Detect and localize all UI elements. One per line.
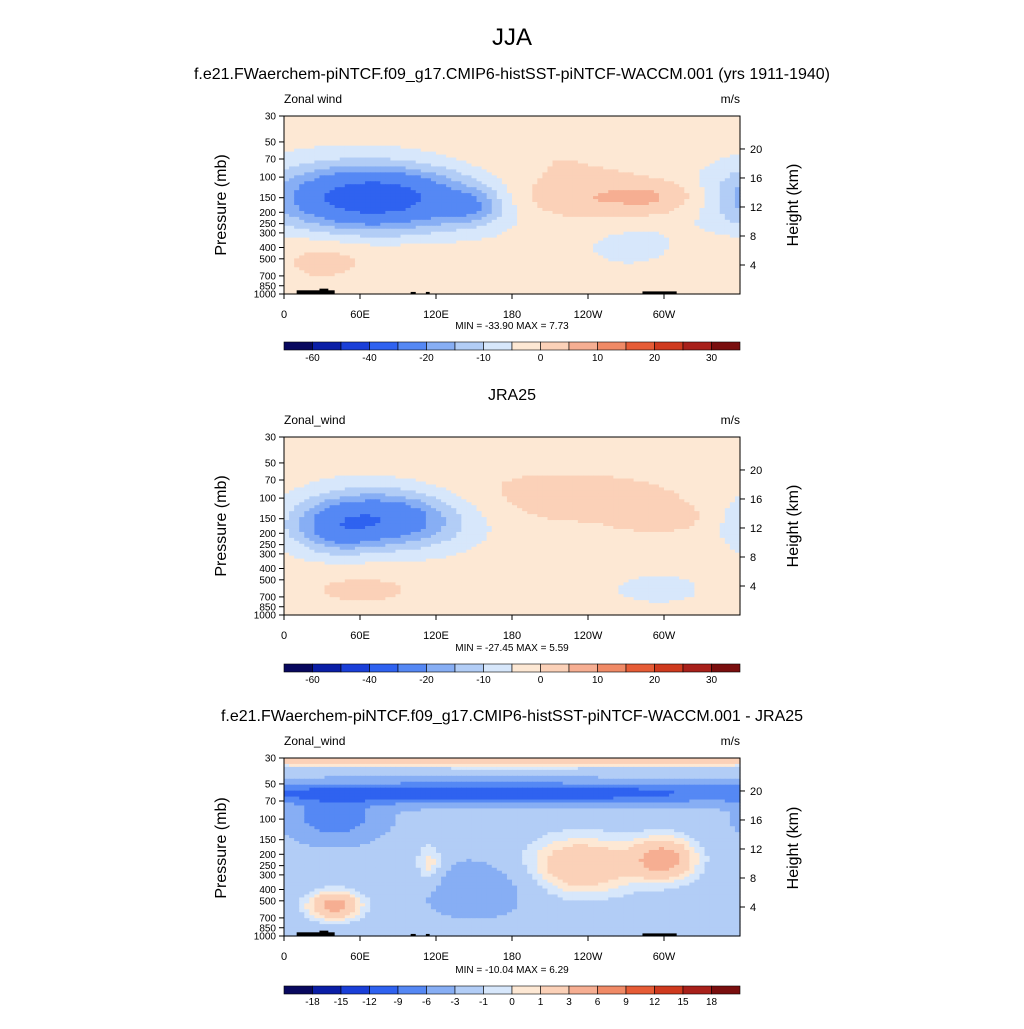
panel-3-var-label: Zonal_wind bbox=[284, 734, 345, 748]
panel-1-var-label: Zonal wind bbox=[284, 92, 342, 106]
panel-2-pressure-label: Pressure (mb) bbox=[213, 475, 230, 576]
panel-2-height-label: Height (km) bbox=[785, 485, 802, 568]
panel-1-pressure-label: Pressure (mb) bbox=[213, 154, 230, 255]
panel-2-units: m/s bbox=[721, 413, 740, 427]
panel-2-stats: MIN = -27.45 MAX = 5.59 bbox=[455, 643, 569, 654]
panel-1-units: m/s bbox=[721, 92, 740, 106]
panel-1-height-label: Height (km) bbox=[785, 164, 802, 247]
panel-3-pressure-label: Pressure (mb) bbox=[213, 797, 230, 898]
panel-3-units: m/s bbox=[721, 734, 740, 748]
panel-2-title: JRA25 bbox=[488, 387, 536, 404]
panel-3-height-label: Height (km) bbox=[785, 807, 802, 890]
panel-1-field bbox=[284, 116, 741, 295]
panel-2-var-label: Zonal_wind bbox=[284, 413, 345, 427]
figure-title: JJA bbox=[492, 24, 532, 51]
panel-1-stats: MIN = -33.90 MAX = 7.73 bbox=[455, 321, 569, 332]
panel-3-stats: MIN = -10.04 MAX = 6.29 bbox=[455, 965, 569, 976]
panel-3-title: f.e21.FWaerchem-piNTCF.f09_g17.CMIP6-his… bbox=[221, 708, 803, 725]
panel-1-title: f.e21.FWaerchem-piNTCF.f09_g17.CMIP6-his… bbox=[194, 66, 830, 83]
